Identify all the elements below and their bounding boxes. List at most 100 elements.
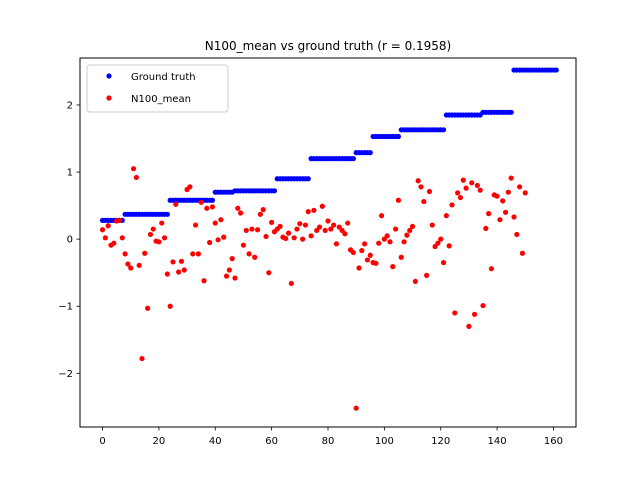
ground-truth-point xyxy=(508,109,514,115)
n100-mean-point xyxy=(136,262,142,268)
n100-mean-point xyxy=(455,190,461,196)
n100-mean-point xyxy=(373,260,379,266)
n100-mean-point xyxy=(316,224,323,230)
n100-mean-point xyxy=(486,211,492,217)
n100-mean-point xyxy=(401,239,407,245)
ground-truth-point xyxy=(395,133,402,140)
n100-mean-point xyxy=(477,187,483,193)
n100-mean-point xyxy=(212,220,218,226)
n100-mean-point xyxy=(305,209,311,215)
ground-truth-point xyxy=(350,156,356,162)
n100-mean-point xyxy=(395,197,402,203)
n100-mean-point xyxy=(393,226,399,232)
n100-mean-point xyxy=(133,174,139,181)
ground-truth-point xyxy=(305,176,311,182)
n100-mean-point xyxy=(367,252,373,258)
n100-mean-point xyxy=(378,213,385,219)
n100-mean-point xyxy=(238,210,244,216)
n100-mean-point xyxy=(362,241,368,247)
n100-mean-point xyxy=(102,235,108,241)
y-tick-label: 1 xyxy=(67,168,73,179)
n100-mean-point xyxy=(409,223,416,229)
n100-mean-point xyxy=(291,235,297,241)
n100-mean-point xyxy=(285,230,292,236)
x-tick-label: 160 xyxy=(544,436,563,447)
n100-mean-point xyxy=(511,214,517,220)
n100-mean-point xyxy=(215,237,221,243)
n100-mean-point xyxy=(145,305,151,311)
ground-truth-point xyxy=(164,211,170,217)
n100-mean-point xyxy=(266,270,272,276)
n100-mean-point xyxy=(522,190,528,196)
n100-mean-point xyxy=(252,254,258,260)
n100-mean-point xyxy=(277,223,283,229)
n100-mean-point xyxy=(229,256,235,262)
n100-mean-point xyxy=(218,217,224,223)
n100-mean-point xyxy=(139,355,145,362)
n100-mean-point xyxy=(260,207,266,213)
legend-label-n100-mean: N100_mean xyxy=(131,94,191,105)
n100-mean-point xyxy=(300,236,306,242)
n100-mean-point xyxy=(116,217,123,223)
n100-mean-point xyxy=(517,184,523,190)
n100-mean-point xyxy=(469,180,475,186)
n100-mean-point xyxy=(198,199,204,205)
n100-mean-point xyxy=(502,209,509,215)
n100-mean-point xyxy=(119,235,125,241)
y-tick-label: 2 xyxy=(67,100,73,111)
n100-mean-point xyxy=(364,257,371,263)
n100-mean-point xyxy=(159,220,165,226)
n100-mean-point xyxy=(322,227,328,234)
n100-mean-point xyxy=(452,310,458,316)
n100-mean-point xyxy=(302,222,309,228)
n100-mean-point xyxy=(308,233,314,239)
n100-mean-point xyxy=(325,218,331,224)
n100-mean-point xyxy=(263,233,269,240)
n100-mean-point xyxy=(480,302,486,309)
x-tick-label: 120 xyxy=(431,436,450,447)
n100-mean-point xyxy=(288,280,294,287)
legend-marker-n100-mean xyxy=(106,95,112,101)
x-tick-label: 0 xyxy=(99,436,105,447)
n100-mean-point xyxy=(178,258,185,264)
legend-box xyxy=(86,64,229,113)
n100-mean-point xyxy=(387,239,393,245)
n100-mean-point xyxy=(500,198,506,204)
ground-truth-point xyxy=(553,67,559,73)
n100-mean-point xyxy=(130,166,137,172)
x-tick-label: 140 xyxy=(488,436,507,447)
n100-mean-point xyxy=(333,241,340,247)
n100-mean-point xyxy=(345,220,351,226)
chart-title: N100_mean vs ground truth (r = 0.1958) xyxy=(205,39,452,53)
n100-mean-point xyxy=(125,261,131,267)
n100-mean-point xyxy=(457,194,464,201)
ground-truth-point xyxy=(209,197,216,203)
n100-mean-point xyxy=(488,266,495,272)
n100-mean-point xyxy=(483,225,489,232)
n100-mean-point xyxy=(167,303,173,309)
n100-mean-point xyxy=(415,178,421,184)
legend: Ground truth N100_mean xyxy=(86,64,229,113)
y-tick-label: −1 xyxy=(58,302,73,313)
n100-mean-point xyxy=(376,240,382,246)
n100-mean-point xyxy=(221,234,227,240)
legend-marker-ground-truth xyxy=(106,73,112,79)
n100-mean-point xyxy=(147,231,154,238)
n100-mean-point xyxy=(243,227,249,234)
legend-label-ground-truth: Ground truth xyxy=(131,72,196,83)
n100-mean-point xyxy=(204,205,210,211)
n100-mean-point xyxy=(426,188,433,195)
n100-mean-point xyxy=(187,184,193,190)
n100-mean-point xyxy=(99,227,106,233)
y-tick-label: −2 xyxy=(58,369,73,380)
n100-mean-point xyxy=(446,243,452,249)
n100-mean-point xyxy=(466,323,472,329)
n100-mean-point xyxy=(128,265,134,271)
ground-truth-point xyxy=(440,127,447,133)
n100-mean-point xyxy=(240,242,247,248)
n100-mean-point xyxy=(232,275,238,281)
n100-mean-point xyxy=(173,201,179,207)
n100-mean-point xyxy=(192,222,199,228)
plot-layer xyxy=(99,67,559,411)
